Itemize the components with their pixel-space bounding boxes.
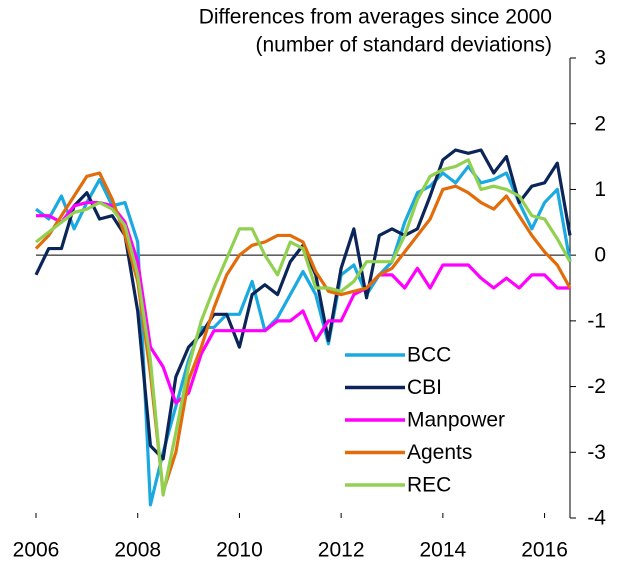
- y-tick-label: -2: [587, 375, 606, 398]
- series-line: [35, 158, 572, 497]
- y-tick-label: 2: [594, 112, 606, 135]
- x-tick-label: 2010: [216, 539, 263, 562]
- series-line: [35, 164, 572, 507]
- legend-label: BCC: [407, 344, 451, 367]
- x-tick-label: 2008: [114, 539, 161, 562]
- y-tick-label: -4: [587, 507, 606, 530]
- y-tick-label: 0: [594, 244, 606, 267]
- chart-subtitle: (number of standard deviations): [256, 34, 553, 57]
- legend-label: CBI: [407, 376, 442, 399]
- x-tick-label: 2006: [13, 539, 60, 562]
- chart-title: Differences from averages since 2000: [199, 6, 552, 29]
- y-tick-label: -1: [587, 309, 606, 332]
- y-tick-label: 3: [594, 47, 606, 70]
- x-tick-label: 2012: [318, 539, 365, 562]
- series-line: [34, 171, 572, 494]
- series-line: [36, 200, 570, 405]
- legend-label: REC: [407, 474, 451, 497]
- legend-label: Agents: [407, 441, 472, 464]
- y-tick-label: 1: [594, 178, 606, 201]
- legend-label: Manpower: [407, 409, 505, 432]
- x-tick-label: 2014: [419, 539, 466, 562]
- y-tick-label: -3: [587, 441, 606, 464]
- x-tick-label: 2016: [521, 539, 568, 562]
